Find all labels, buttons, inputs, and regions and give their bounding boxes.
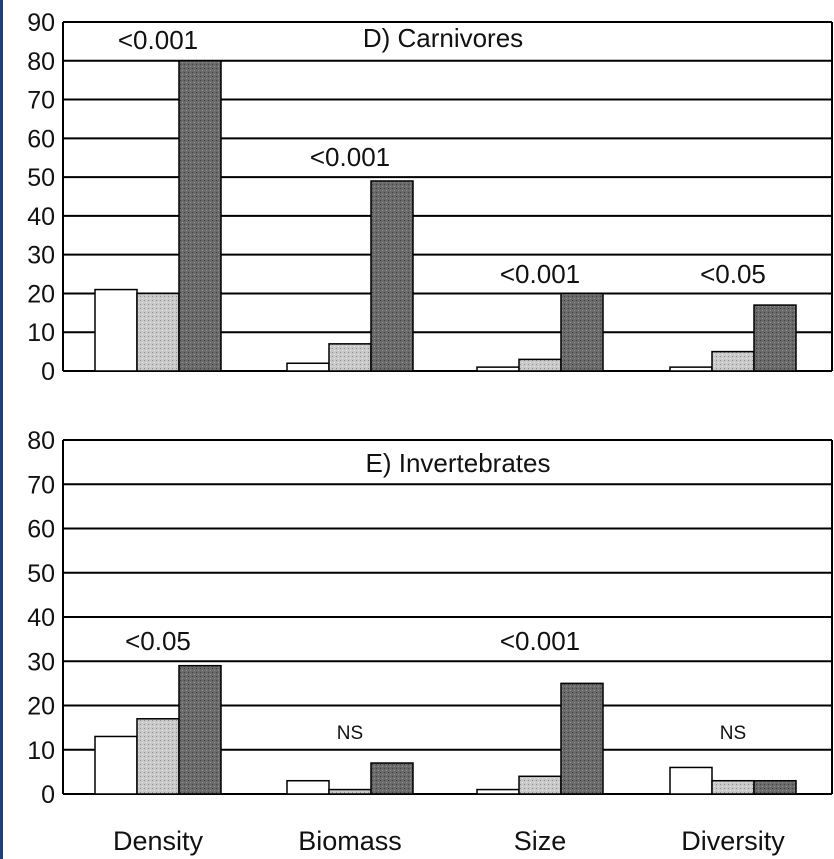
bar (286, 779, 330, 795)
bar (370, 180, 414, 372)
bar (370, 762, 414, 795)
bar (518, 358, 562, 372)
panel-title: E) Invertebrates (366, 448, 551, 478)
y-tick-label: 10 (27, 319, 55, 347)
y-tick-label: 60 (27, 125, 55, 153)
y-tick-label: 90 (27, 9, 55, 37)
bar (136, 718, 180, 795)
category-label: Biomass (298, 826, 402, 856)
panel-title: D) Carnivores (363, 23, 523, 53)
significance-label: <0.001 (118, 25, 198, 55)
y-tick-label: 40 (27, 203, 55, 231)
significance-label: NS (720, 723, 746, 744)
significance-label: <0.05 (125, 626, 191, 656)
bar (753, 304, 797, 372)
page-edge (0, 0, 3, 859)
y-tick-label: 20 (27, 693, 55, 721)
y-tick-label: 30 (27, 648, 55, 676)
category-axis-labels: Density Biomass Size Diversity (113, 826, 785, 856)
bar (328, 788, 372, 795)
bar (476, 366, 520, 372)
y-tick-label: 80 (27, 48, 55, 76)
significance-label: <0.05 (700, 259, 766, 289)
y-tick-label: 60 (27, 516, 55, 544)
y-tick-label: 50 (27, 560, 55, 588)
y-tick-label: 40 (27, 604, 55, 632)
category-label: Diversity (681, 826, 785, 856)
bar (178, 60, 222, 372)
bar (286, 362, 330, 372)
bar (669, 366, 713, 372)
panel-carnivores: 0 10 20 30 40 50 60 70 80 90 D) Carnivores <0.001 <0… (27, 9, 833, 386)
y-tick-label: 0 (41, 781, 55, 809)
bar (560, 682, 604, 795)
significance-label: NS (337, 723, 363, 744)
bar (711, 779, 755, 795)
bar (669, 766, 713, 795)
y-tick-label: 20 (27, 280, 55, 308)
y-tick-label: 80 (27, 427, 55, 455)
y-tick-label: 70 (27, 87, 55, 115)
y-tick-label: 30 (27, 242, 55, 270)
bar (136, 292, 180, 372)
bar (94, 735, 138, 795)
bar (94, 288, 138, 372)
y-tick-label: 70 (27, 471, 55, 499)
bar (178, 664, 222, 795)
y-tick-label: 0 (41, 358, 55, 386)
significance-label: <0.001 (500, 626, 580, 656)
significance-label: <0.001 (310, 142, 390, 172)
y-tick-label: 50 (27, 164, 55, 192)
bar (560, 292, 604, 372)
bar (476, 788, 520, 795)
bar (518, 775, 562, 795)
bar (328, 343, 372, 372)
bar (711, 350, 755, 372)
significance-label: <0.001 (500, 259, 580, 289)
category-label: Size (514, 826, 567, 856)
bar (753, 779, 797, 795)
category-label: Density (113, 826, 204, 856)
panel-invertebrates: 0 10 20 30 40 50 60 70 80 E) Invertebrates <0.05 NS… (27, 427, 833, 809)
y-tick-label: 10 (27, 737, 55, 765)
